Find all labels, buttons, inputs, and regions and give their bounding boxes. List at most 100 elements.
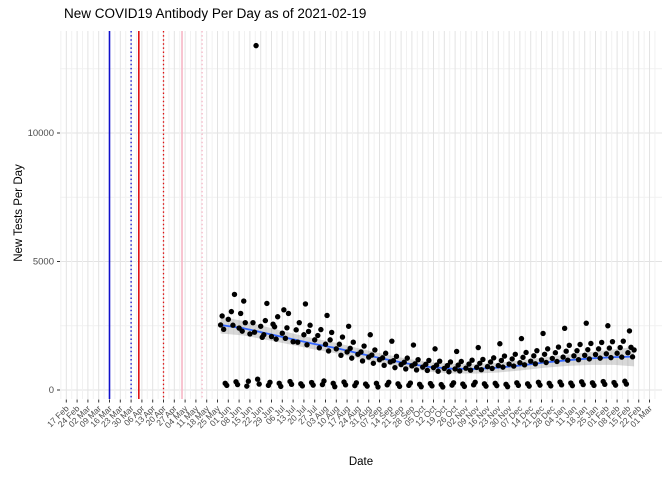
data-point (250, 319, 256, 326)
data-point (372, 347, 378, 353)
data-point (279, 330, 286, 336)
data-point (258, 323, 264, 329)
data-point (435, 368, 441, 374)
data-point (290, 338, 296, 345)
data-point (569, 382, 576, 389)
data-point (475, 344, 481, 351)
data-point (338, 352, 344, 359)
data-point (281, 307, 287, 313)
data-point (410, 342, 417, 348)
data-point (342, 382, 349, 388)
data-point (307, 322, 313, 328)
data-point (358, 349, 364, 355)
data-point (506, 361, 512, 367)
data-point (487, 359, 494, 365)
data-point (381, 362, 387, 369)
data-point (284, 325, 290, 331)
data-point (595, 346, 602, 352)
data-point (403, 366, 409, 372)
data-point (626, 328, 633, 334)
data-point (254, 376, 261, 382)
data-point (310, 382, 316, 388)
data-point (293, 327, 299, 333)
data-point (237, 310, 244, 317)
data-point (231, 291, 238, 298)
data-point (424, 367, 431, 374)
data-point (433, 362, 440, 368)
data-point (526, 383, 532, 389)
data-point (447, 359, 454, 365)
data-point (455, 362, 461, 368)
data-point (369, 352, 375, 358)
data-point (625, 350, 631, 356)
data-point (262, 317, 269, 324)
data-point (228, 308, 235, 315)
y-axis-title: New Tests Per Day (13, 164, 25, 262)
data-point (592, 351, 599, 358)
data-point (521, 362, 528, 368)
data-point (359, 358, 366, 364)
data-point (490, 355, 497, 361)
data-point (555, 344, 562, 350)
data-point (429, 383, 435, 389)
data-point (328, 329, 335, 336)
data-point (345, 323, 352, 329)
data-point (247, 331, 253, 337)
data-point (364, 383, 370, 389)
data-point (537, 382, 543, 388)
data-point (404, 355, 410, 361)
data-point (520, 354, 526, 361)
data-point (597, 355, 603, 361)
data-point (472, 379, 478, 385)
data-point (623, 381, 630, 387)
chart-title: New COVID19 Antibody Per Day as of 2021-… (64, 6, 367, 21)
data-point (392, 364, 398, 371)
data-point (571, 353, 577, 359)
data-point (296, 319, 302, 326)
data-point (534, 347, 540, 354)
data-point (436, 358, 443, 364)
data-point (577, 341, 583, 348)
data-point (261, 332, 267, 338)
data-point (339, 334, 346, 340)
data-point (312, 337, 318, 343)
y-tick-label: 0 (49, 385, 54, 396)
data-point (418, 383, 424, 390)
data-point (518, 335, 525, 342)
data-point (531, 353, 537, 359)
data-point (552, 350, 559, 356)
data-point (324, 312, 330, 319)
data-point (432, 346, 438, 352)
data-point (554, 358, 560, 365)
data-point (523, 349, 529, 356)
data-point (285, 310, 292, 317)
data-point (242, 319, 248, 326)
data-point (426, 357, 432, 364)
data-point (548, 383, 554, 389)
data-point (598, 339, 605, 346)
data-point (393, 353, 400, 360)
data-point (565, 357, 571, 363)
data-point (466, 361, 472, 367)
data-point (347, 345, 353, 352)
data-point (273, 336, 279, 342)
data-point (268, 333, 275, 340)
data-point (558, 382, 565, 388)
data-point (245, 378, 252, 384)
data-point (389, 338, 395, 344)
data-point (253, 42, 259, 49)
data-point (315, 332, 321, 339)
data-point (566, 342, 572, 348)
data-point (230, 322, 236, 328)
data-point (540, 330, 546, 337)
data-point (563, 348, 569, 354)
data-point (444, 362, 451, 369)
data-point (500, 364, 506, 370)
data-point (511, 363, 517, 369)
data-point (504, 383, 511, 390)
data-point (469, 357, 475, 363)
data-point (382, 350, 389, 356)
data-point (574, 347, 580, 354)
data-point (412, 361, 418, 367)
data-point (561, 325, 568, 332)
